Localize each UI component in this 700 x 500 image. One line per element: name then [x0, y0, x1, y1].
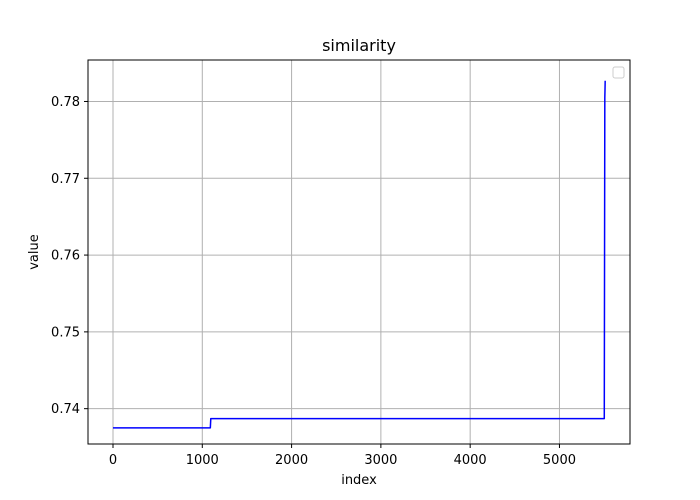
x-tick-label: 5000: [543, 453, 576, 468]
y-axis-label: value: [27, 234, 42, 270]
y-tick-label: 0.78: [51, 95, 80, 110]
x-axis: 0 1000 2000 3000 4000 5000: [109, 444, 576, 468]
x-tick-label: 4000: [454, 453, 487, 468]
x-tick-label: 1000: [186, 453, 219, 468]
y-tick-label: 0.77: [51, 172, 80, 187]
x-tick-label: 0: [109, 453, 117, 468]
legend: [612, 66, 625, 79]
grid-lines: [88, 60, 630, 444]
plot-frame: [87, 59, 631, 445]
y-axis: 0.74 0.75 0.76 0.77 0.78: [51, 95, 88, 417]
y-tick-label: 0.74: [51, 402, 80, 417]
y-tick-label: 0.76: [51, 249, 80, 264]
series-line: [113, 80, 606, 429]
x-axis-label: index: [341, 473, 377, 488]
chart-title: similarity: [322, 36, 396, 55]
series-layer: [113, 80, 606, 429]
x-tick-label: 2000: [275, 453, 308, 468]
y-tick-label: 0.75: [51, 325, 80, 340]
x-tick-label: 3000: [364, 453, 397, 468]
